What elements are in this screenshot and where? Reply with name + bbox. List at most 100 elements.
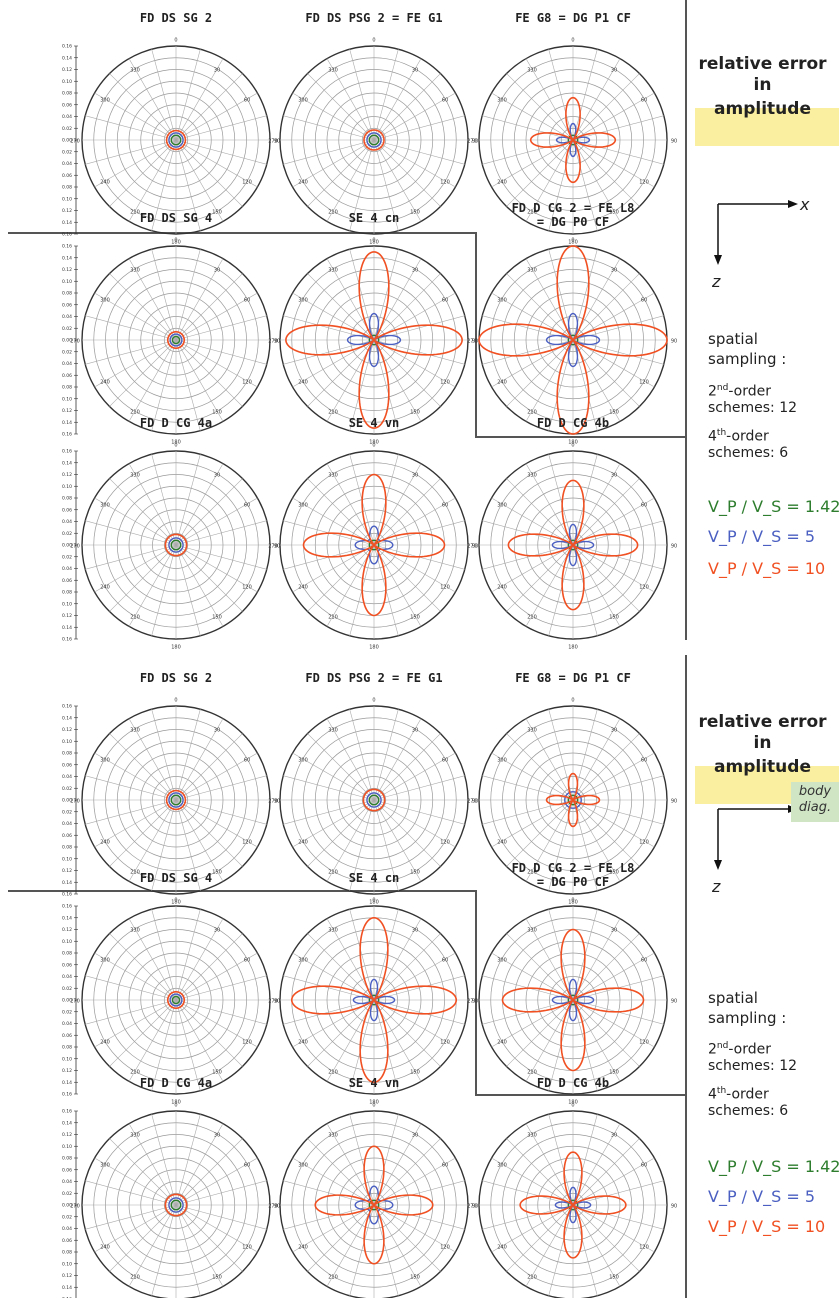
grid-spoke — [85, 339, 177, 365]
radial-scale-label: 0.02 — [62, 1009, 72, 1015]
radial-scale-label: 0.16 — [62, 432, 72, 438]
grid-spoke — [151, 799, 177, 891]
radial-scale-label: 0.10 — [62, 279, 72, 285]
angle-tick-label: 270 — [268, 544, 278, 550]
angle-tick-label: 330 — [328, 727, 338, 733]
angle-tick-label: 270 — [268, 139, 278, 145]
grid-spoke — [373, 775, 465, 801]
angle-tick-label: 180 — [369, 1100, 379, 1106]
angle-tick-label: 0 — [174, 443, 177, 449]
series-curve — [169, 333, 183, 347]
angle-tick-label: 30 — [412, 267, 418, 273]
series-curve — [519, 1151, 627, 1259]
grid-spoke — [175, 339, 258, 388]
grid-spoke — [175, 339, 224, 422]
title-line3-a: amplitude — [714, 99, 811, 119]
radial-scale-label: 0.04 — [62, 519, 72, 525]
grid-spoke — [572, 454, 598, 546]
grid-spoke — [572, 49, 598, 141]
grid-spoke — [525, 999, 574, 1082]
angle-tick-label: 60 — [442, 298, 448, 304]
grid-spoke — [373, 999, 441, 1067]
grid-spoke — [175, 999, 258, 1048]
grid-spoke — [506, 139, 574, 207]
radial-scale-label: 0.14 — [62, 420, 72, 426]
grid-spoke — [373, 933, 441, 1001]
series-curve — [170, 794, 182, 806]
grid-spoke — [175, 952, 258, 1001]
grid-spoke — [175, 1123, 224, 1206]
angle-tick-label: 0 — [174, 898, 177, 904]
radial-scale-label: 0.02 — [62, 786, 72, 792]
grid-spoke — [506, 1138, 574, 1206]
angle-tick-label: 270 — [467, 139, 477, 145]
grid-spoke — [373, 544, 441, 612]
angle-tick-label: 240 — [298, 380, 308, 386]
angle-tick-label: 60 — [641, 758, 647, 764]
angle-tick-label: 0 — [372, 1103, 375, 1109]
radial-scale-label: 0.04 — [62, 566, 72, 572]
series-curve — [366, 792, 382, 808]
angle-tick-label: 210 — [130, 1275, 140, 1281]
grid-spoke — [373, 999, 465, 1025]
order2-count-a: schemes: 12 — [708, 400, 798, 416]
grid-spoke — [572, 1157, 655, 1206]
group-box-figure-b — [8, 890, 686, 1096]
series-curve — [170, 539, 182, 551]
grid-spoke — [349, 49, 375, 141]
grid-spoke — [175, 339, 201, 431]
radial-scale-label: 0.08 — [62, 91, 72, 97]
grid-spoke — [482, 1180, 574, 1206]
angle-tick-label: 0 — [571, 698, 574, 704]
series-curve — [164, 533, 188, 557]
grid-spoke — [482, 115, 574, 141]
angle-tick-label: 90 — [274, 1204, 280, 1210]
grid-spoke — [175, 339, 267, 365]
angle-tick-label: 210 — [527, 870, 537, 876]
series-curve — [285, 251, 463, 429]
title-line3-b: amplitude — [714, 757, 811, 777]
radial-scale-label: 0.12 — [62, 267, 72, 273]
grid-spoke — [175, 292, 258, 341]
angle-tick-label: 90 — [671, 339, 677, 345]
radial-scale-label: 0.04 — [62, 361, 72, 367]
angle-tick-label: 120 — [639, 1040, 649, 1046]
angle-tick-label: 270 — [70, 339, 80, 345]
radial-scale-label: 0.00 — [62, 338, 72, 344]
radial-scale-label: 0.16 — [62, 449, 72, 455]
radial-scale-label: 0.10 — [62, 196, 72, 202]
angle-tick-label: 30 — [214, 927, 220, 933]
grid-spoke — [572, 799, 640, 867]
angle-tick-label: 240 — [497, 380, 507, 386]
grid-spoke — [94, 92, 177, 141]
angle-tick-label: 150 — [410, 410, 420, 416]
angle-tick-label: 30 — [214, 267, 220, 273]
grid-spoke — [548, 139, 574, 231]
angle-tick-label: 150 — [212, 410, 222, 416]
sampling-label-a: sampling : — [708, 350, 787, 368]
angle-tick-label: 0 — [571, 898, 574, 904]
order4-label-a: 4th-order — [708, 428, 769, 445]
series-curve — [168, 1197, 184, 1213]
radial-scale-label: 0.00 — [62, 798, 72, 804]
angle-tick-label: 0 — [571, 443, 574, 449]
grid-spoke — [175, 139, 201, 231]
polar-panel: FD DS PSG 2 = FE G1 0 30 60 90 120 150 180 210 24… — [268, 11, 478, 246]
angle-tick-label: 240 — [497, 180, 507, 186]
angle-tick-label: 0 — [372, 238, 375, 244]
angle-tick-label: 240 — [100, 1245, 110, 1251]
grid-spoke — [572, 139, 598, 231]
grid-spoke — [292, 139, 375, 188]
angle-tick-label: 90 — [472, 999, 478, 1005]
series-curve — [290, 916, 458, 1084]
series-curve — [168, 537, 184, 553]
sampling-label-b: sampling : — [708, 1009, 787, 1027]
grid-spoke — [175, 709, 201, 801]
angle-tick-label: 330 — [130, 727, 140, 733]
angle-tick-label: 240 — [497, 1040, 507, 1046]
grid-spoke — [572, 799, 621, 882]
grid-spoke — [326, 544, 375, 627]
grid-spoke — [349, 709, 375, 801]
radial-scale-label: 0.14 — [62, 915, 72, 921]
angle-tick-label: 240 — [100, 180, 110, 186]
